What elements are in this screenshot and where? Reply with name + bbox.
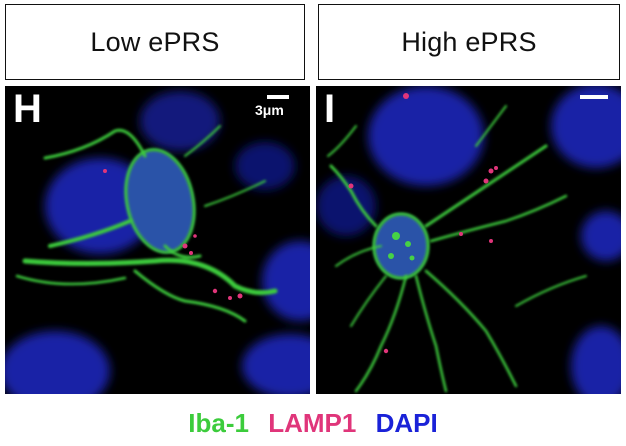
panel-header-low-eprs: Low ePRS <box>5 4 305 80</box>
micrograph-high-eprs-image <box>316 86 621 394</box>
scale-bar <box>267 95 289 99</box>
scale-bar <box>580 95 608 99</box>
panel-header-high-eprs: High ePRS <box>318 4 620 80</box>
micrograph-low-eprs: H 3μm <box>5 86 310 394</box>
legend-iba1: Iba-1 <box>188 408 249 438</box>
legend-lamp1: LAMP1 <box>268 408 357 438</box>
scale-bar-label: 3μm <box>255 102 284 118</box>
panel-letter-h: H <box>13 87 42 131</box>
micrograph-high-eprs: I <box>316 86 621 394</box>
legend-dapi: DAPI <box>375 408 438 438</box>
panel-letter-i: I <box>324 87 336 131</box>
channel-legend: Iba-1 LAMP1 DAPI <box>0 408 626 439</box>
micrograph-low-eprs-image <box>5 91 310 394</box>
